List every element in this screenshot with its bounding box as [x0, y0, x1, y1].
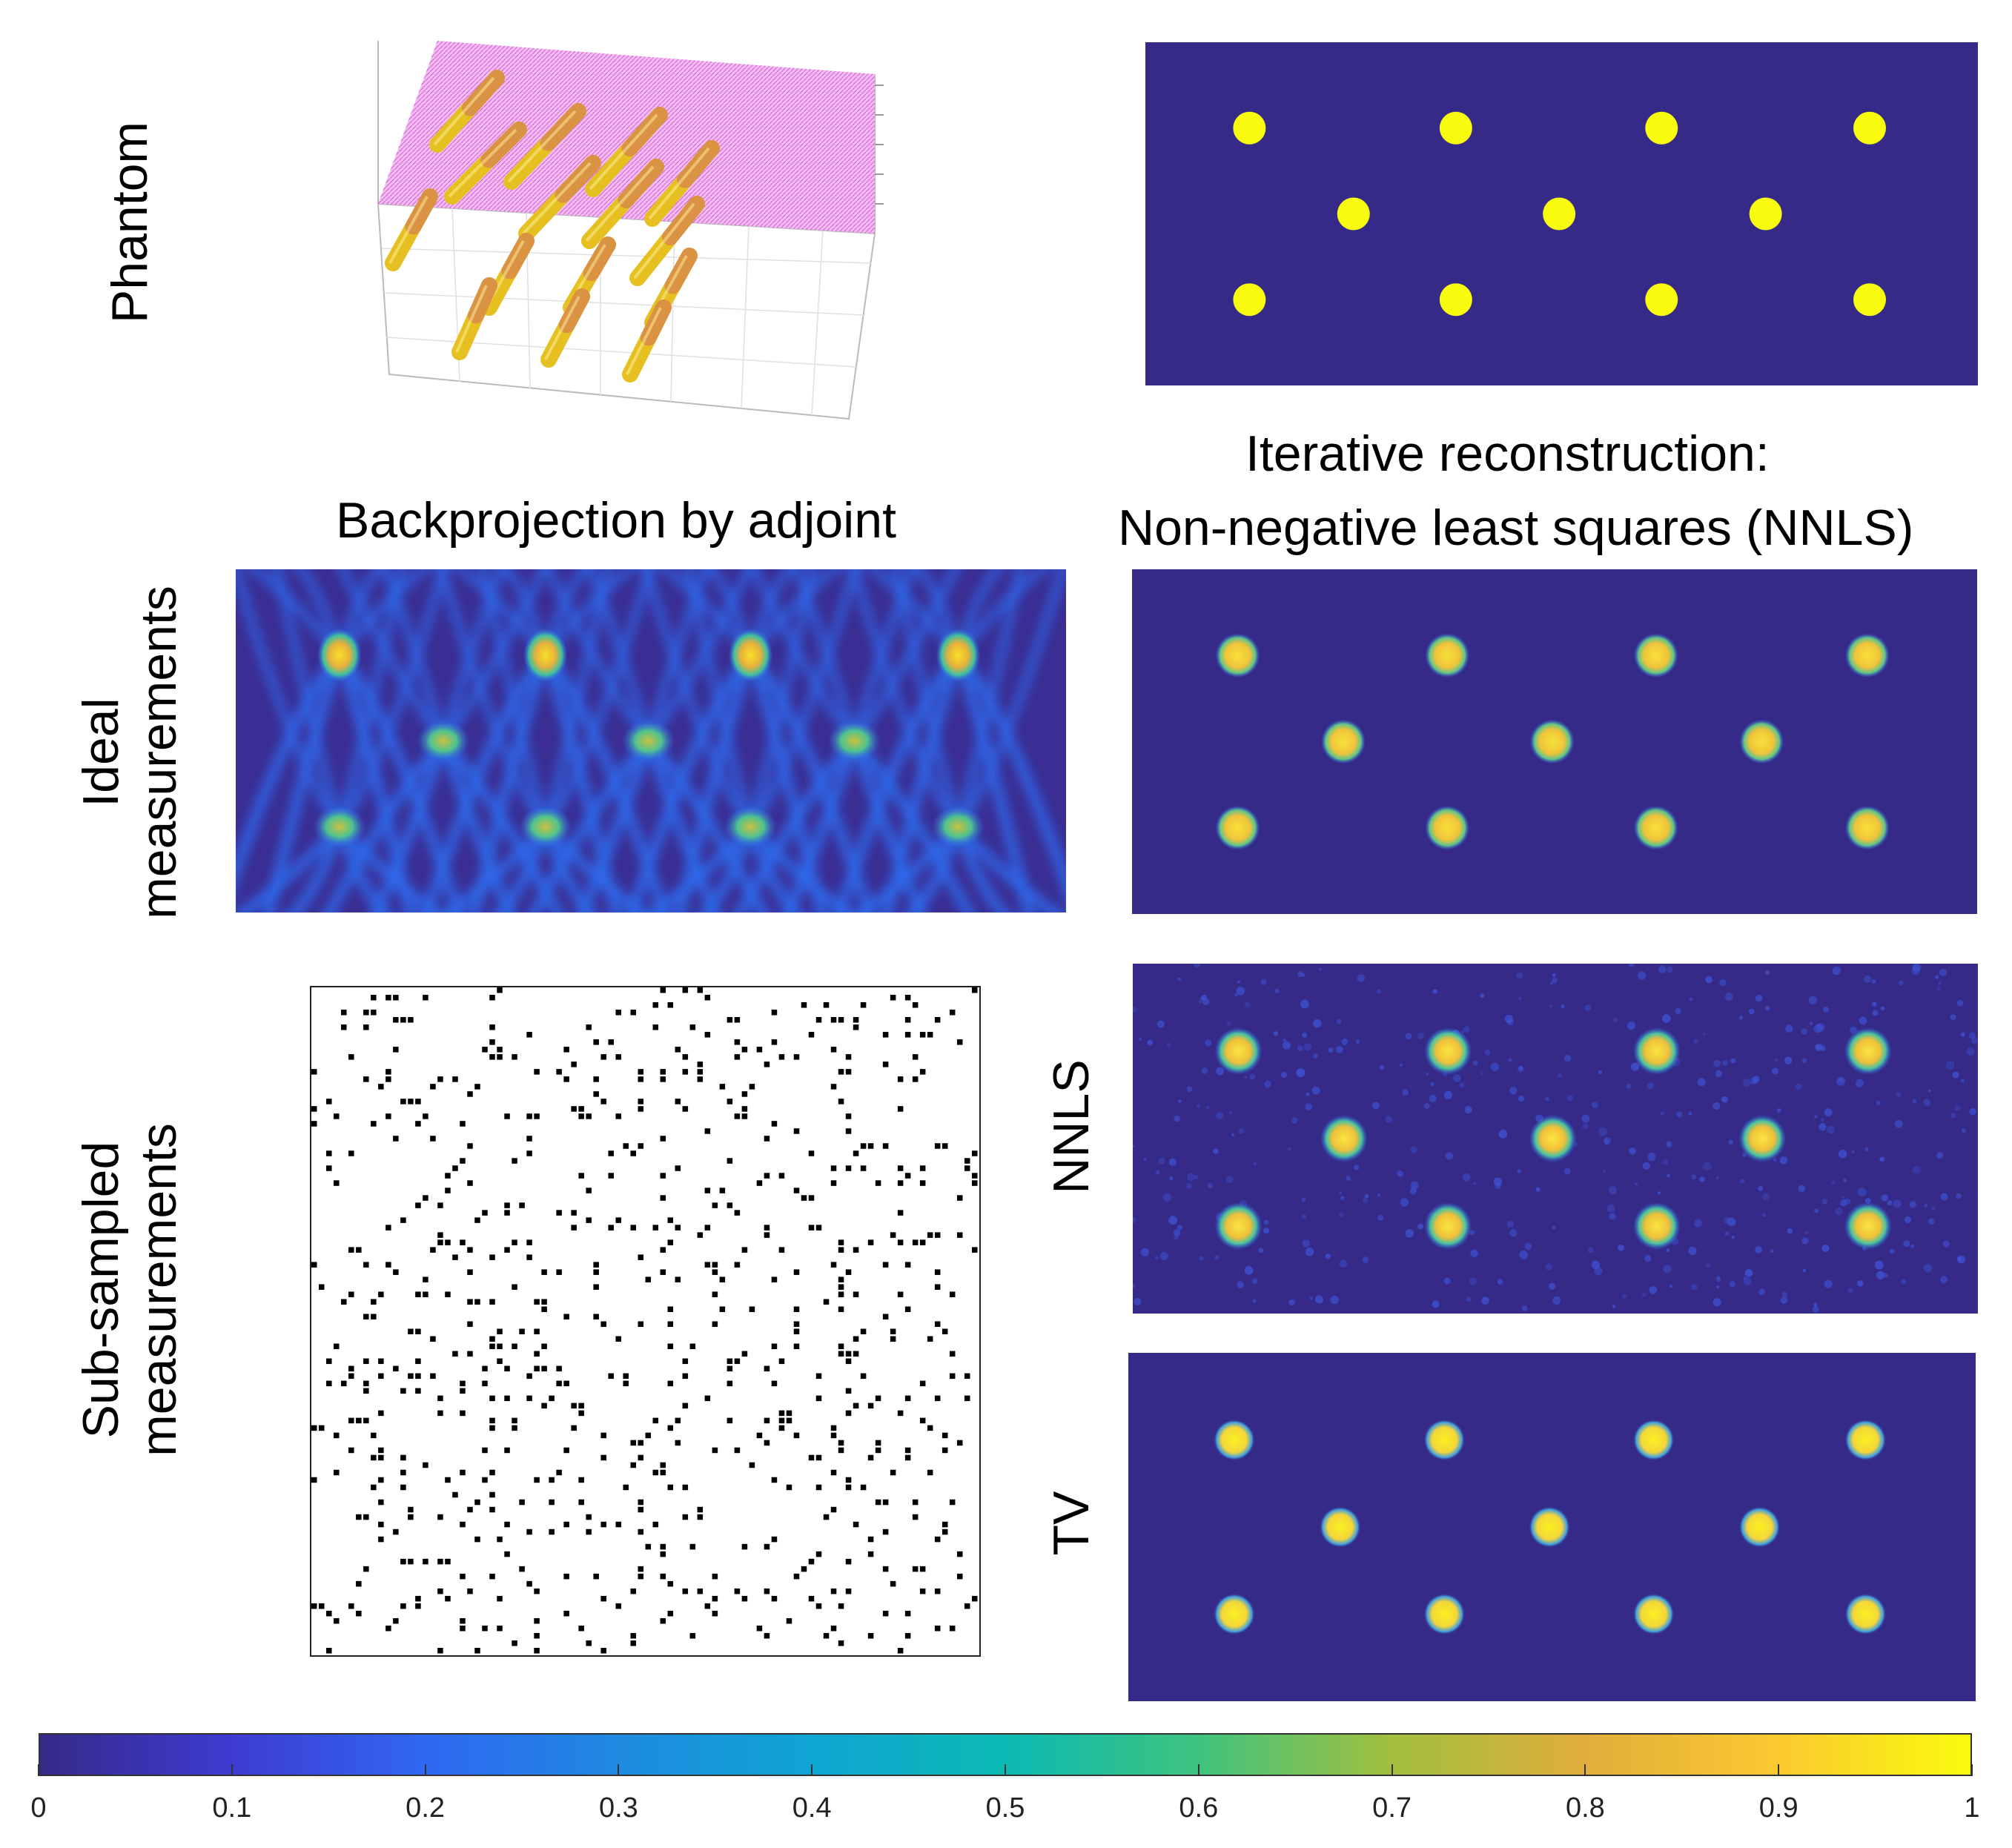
backprojection-blob: [317, 628, 362, 682]
backprojection-blob: [313, 806, 366, 848]
colorbar-tick-mark: [1778, 1764, 1780, 1776]
method-label-tv: TV: [1042, 1491, 1099, 1556]
colorbar-tick-label: 0.4: [792, 1792, 832, 1824]
colorbar-tick-label: 0.7: [1372, 1792, 1412, 1824]
backprojection-blob: [417, 720, 470, 762]
backprojection-blob: [936, 628, 981, 682]
colorbar-tick-mark: [424, 1764, 426, 1776]
phantom-ground-truth-image: [1145, 42, 1978, 385]
colorbar-tick-label: 0.6: [1179, 1792, 1219, 1824]
reconstructed-inclusion: [1425, 633, 1470, 678]
reconstructed-inclusion: [1529, 1115, 1577, 1162]
phantom-box-wireframe: [377, 41, 884, 420]
inclusion-disc: [1337, 197, 1370, 231]
reconstructed-inclusion: [1215, 805, 1260, 850]
inclusion-disc: [1439, 111, 1472, 145]
inclusion-disc: [1645, 283, 1678, 317]
reconstructed-inclusion: [1213, 1593, 1255, 1635]
colorbar-tick-mark: [1197, 1764, 1199, 1776]
reconstructed-inclusion: [1423, 1593, 1466, 1635]
reconstructed-inclusion: [1633, 805, 1678, 850]
colorbar-tick-mark: [1391, 1764, 1393, 1776]
row-label-phantom: Phantom: [101, 121, 158, 324]
reconstructed-inclusion: [1632, 1419, 1675, 1461]
method-label-nnls: NNLS: [1042, 1059, 1099, 1194]
colorbar-tick-label: 0: [30, 1792, 47, 1824]
backprojection-blob: [827, 720, 881, 762]
reconstructed-inclusion: [1319, 1506, 1361, 1548]
colorbar-tick-label: 0.8: [1565, 1792, 1605, 1824]
row-label-ideal: Ideal measurements: [72, 586, 187, 919]
colorbar-tick-label: 0.5: [985, 1792, 1025, 1824]
reconstructed-inclusion: [1529, 719, 1575, 764]
backprojection-blob: [518, 806, 572, 848]
reconstructed-inclusion: [1844, 805, 1890, 850]
backprojection-blob: [523, 628, 568, 682]
reconstructed-inclusion: [1844, 633, 1890, 678]
inclusion-disc: [1543, 197, 1576, 231]
colorbar-tick-label: 0.1: [212, 1792, 252, 1824]
colorbar-tick-label: 0.3: [598, 1792, 638, 1824]
colorbar-tick-mark: [1971, 1764, 1973, 1776]
phantom-rods: [385, 70, 720, 382]
colorbar-tick-mark: [1584, 1764, 1586, 1776]
tv-subsampled-image: [1128, 1353, 1976, 1701]
phantom-3d-illustration: [377, 41, 884, 420]
colorbar-tick-label: 0.2: [406, 1792, 446, 1824]
inclusion-disc: [1233, 283, 1266, 317]
reconstructed-inclusion: [1844, 1593, 1887, 1635]
inclusion-disc: [1645, 111, 1678, 145]
row-label-subsampled: Sub-sampled measurements: [72, 1123, 187, 1457]
colorbar-tick-label: 1: [1964, 1792, 1980, 1824]
reconstructed-inclusion: [1739, 719, 1784, 764]
colorbar-tick-mark: [811, 1764, 813, 1776]
title-backprojection: Backprojection by adjoint: [336, 492, 897, 549]
backprojection-blob: [621, 720, 675, 762]
reconstructed-inclusion: [1844, 1027, 1892, 1075]
reconstructed-inclusion: [1424, 1027, 1472, 1075]
colorbar-tick-mark: [38, 1764, 39, 1776]
reconstructed-inclusion: [1632, 1593, 1675, 1635]
colorbar-tick-label: 0.9: [1758, 1792, 1798, 1824]
reconstructed-inclusion: [1844, 1419, 1887, 1461]
reconstructed-inclusion: [1321, 719, 1366, 764]
title-iterative-line1: Iterative reconstruction:: [1245, 425, 1770, 482]
nnls-subsampled-image: [1133, 964, 1978, 1314]
inclusion-disc: [1749, 197, 1782, 231]
reconstructed-inclusion: [1213, 1419, 1255, 1461]
reconstructed-inclusion: [1632, 1202, 1681, 1250]
mask-sampled-points: [311, 987, 978, 1654]
reconstructed-inclusion: [1214, 1202, 1263, 1250]
reconstructed-inclusion: [1424, 1202, 1472, 1250]
title-iterative-line2: Non-negative least squares (NNLS): [1118, 500, 1914, 556]
phantom-plane: [378, 41, 875, 234]
backprojection-blob: [724, 806, 778, 848]
reconstructed-inclusion: [1633, 633, 1678, 678]
reconstructed-inclusion: [1320, 1115, 1368, 1162]
reconstructed-inclusion: [1214, 1027, 1263, 1075]
backprojection-ideal-image: [236, 569, 1066, 913]
reconstructed-inclusion: [1215, 633, 1260, 678]
colorbar-tick-mark: [1005, 1764, 1006, 1776]
inclusion-disc: [1233, 111, 1266, 145]
nnls-ideal-image: [1132, 569, 1977, 914]
reconstructed-inclusion: [1844, 1202, 1892, 1250]
reconstructed-inclusion: [1425, 805, 1470, 850]
reconstructed-inclusion: [1423, 1419, 1466, 1461]
reconstructed-inclusion: [1738, 1115, 1787, 1162]
subsampling-mask-image: [310, 986, 981, 1657]
backprojection-blob: [728, 628, 773, 682]
inclusion-disc: [1853, 283, 1887, 317]
reconstructed-inclusion: [1529, 1506, 1571, 1548]
colorbar-tick-mark: [618, 1764, 620, 1776]
reconstructed-inclusion: [1738, 1506, 1781, 1548]
inclusion-disc: [1439, 283, 1472, 317]
reconstructed-inclusion: [1632, 1027, 1681, 1075]
reconstruction-noise: [1133, 964, 1978, 1313]
colorbar-tick-mark: [231, 1764, 233, 1776]
backprojection-blob: [931, 806, 985, 848]
inclusion-disc: [1853, 111, 1887, 145]
